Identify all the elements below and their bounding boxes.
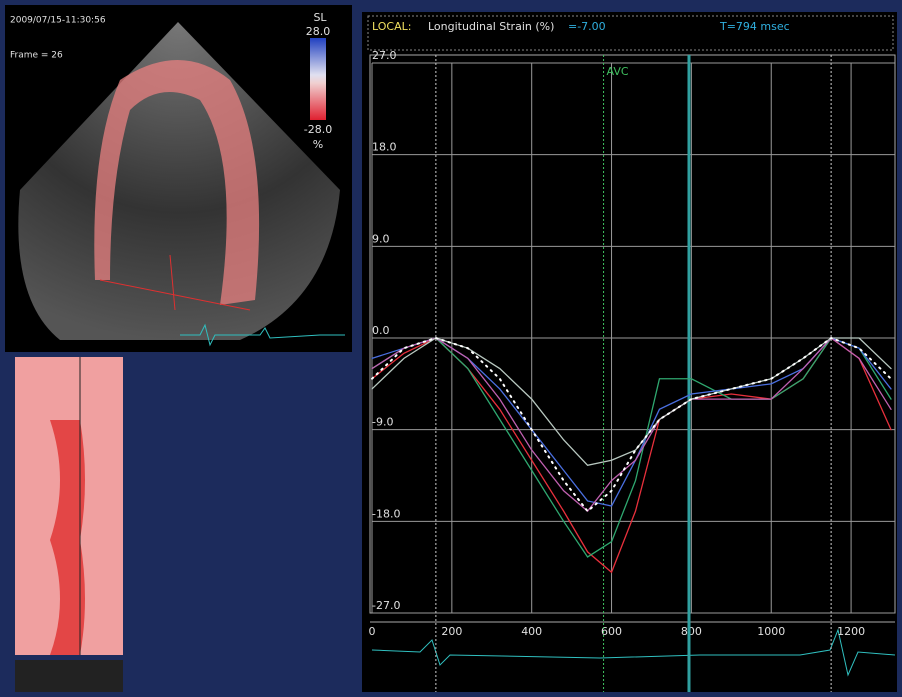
frame-label: Frame = 26: [10, 51, 63, 61]
colorbar-max: 28.0: [306, 25, 331, 38]
value-label: =-7.00: [568, 20, 606, 33]
x-tick-label: 400: [521, 625, 542, 638]
x-tick-label: 600: [601, 625, 622, 638]
event-label: AVC: [607, 65, 629, 78]
quantity-label: Longitudinal Strain (%): [428, 20, 554, 33]
y-tick-label: -18.0: [372, 507, 400, 520]
y-tick-label: 9.0: [372, 232, 390, 245]
x-tick-label: 800: [681, 625, 702, 638]
x-tick-label: 1000: [757, 625, 785, 638]
colorbar-min: -28.0: [304, 123, 332, 136]
y-tick-label: 18.0: [372, 141, 397, 154]
time-label: T=794 msec: [719, 20, 790, 33]
colorbar: [310, 38, 326, 120]
x-tick-label: 1200: [837, 625, 865, 638]
y-tick-label: -9.0: [372, 416, 393, 429]
y-tick-label: 0.0: [372, 324, 390, 337]
screen: 2009/07/15-11:30:56 Frame = 26 SL 28.0 -…: [0, 0, 902, 697]
colorbar-unit: %: [313, 138, 323, 151]
mode-label: LOCAL:: [372, 20, 411, 33]
thumbnail: [15, 660, 123, 692]
y-tick-label: 27.0: [372, 49, 397, 62]
x-tick-label: 0: [369, 625, 376, 638]
timestamp: 2009/07/15-11:30:56: [10, 16, 106, 26]
chart-panel: [362, 12, 897, 692]
y-tick-label: -27.0: [372, 599, 400, 612]
colorbar-title: SL: [313, 11, 327, 24]
x-tick-label: 200: [441, 625, 462, 638]
